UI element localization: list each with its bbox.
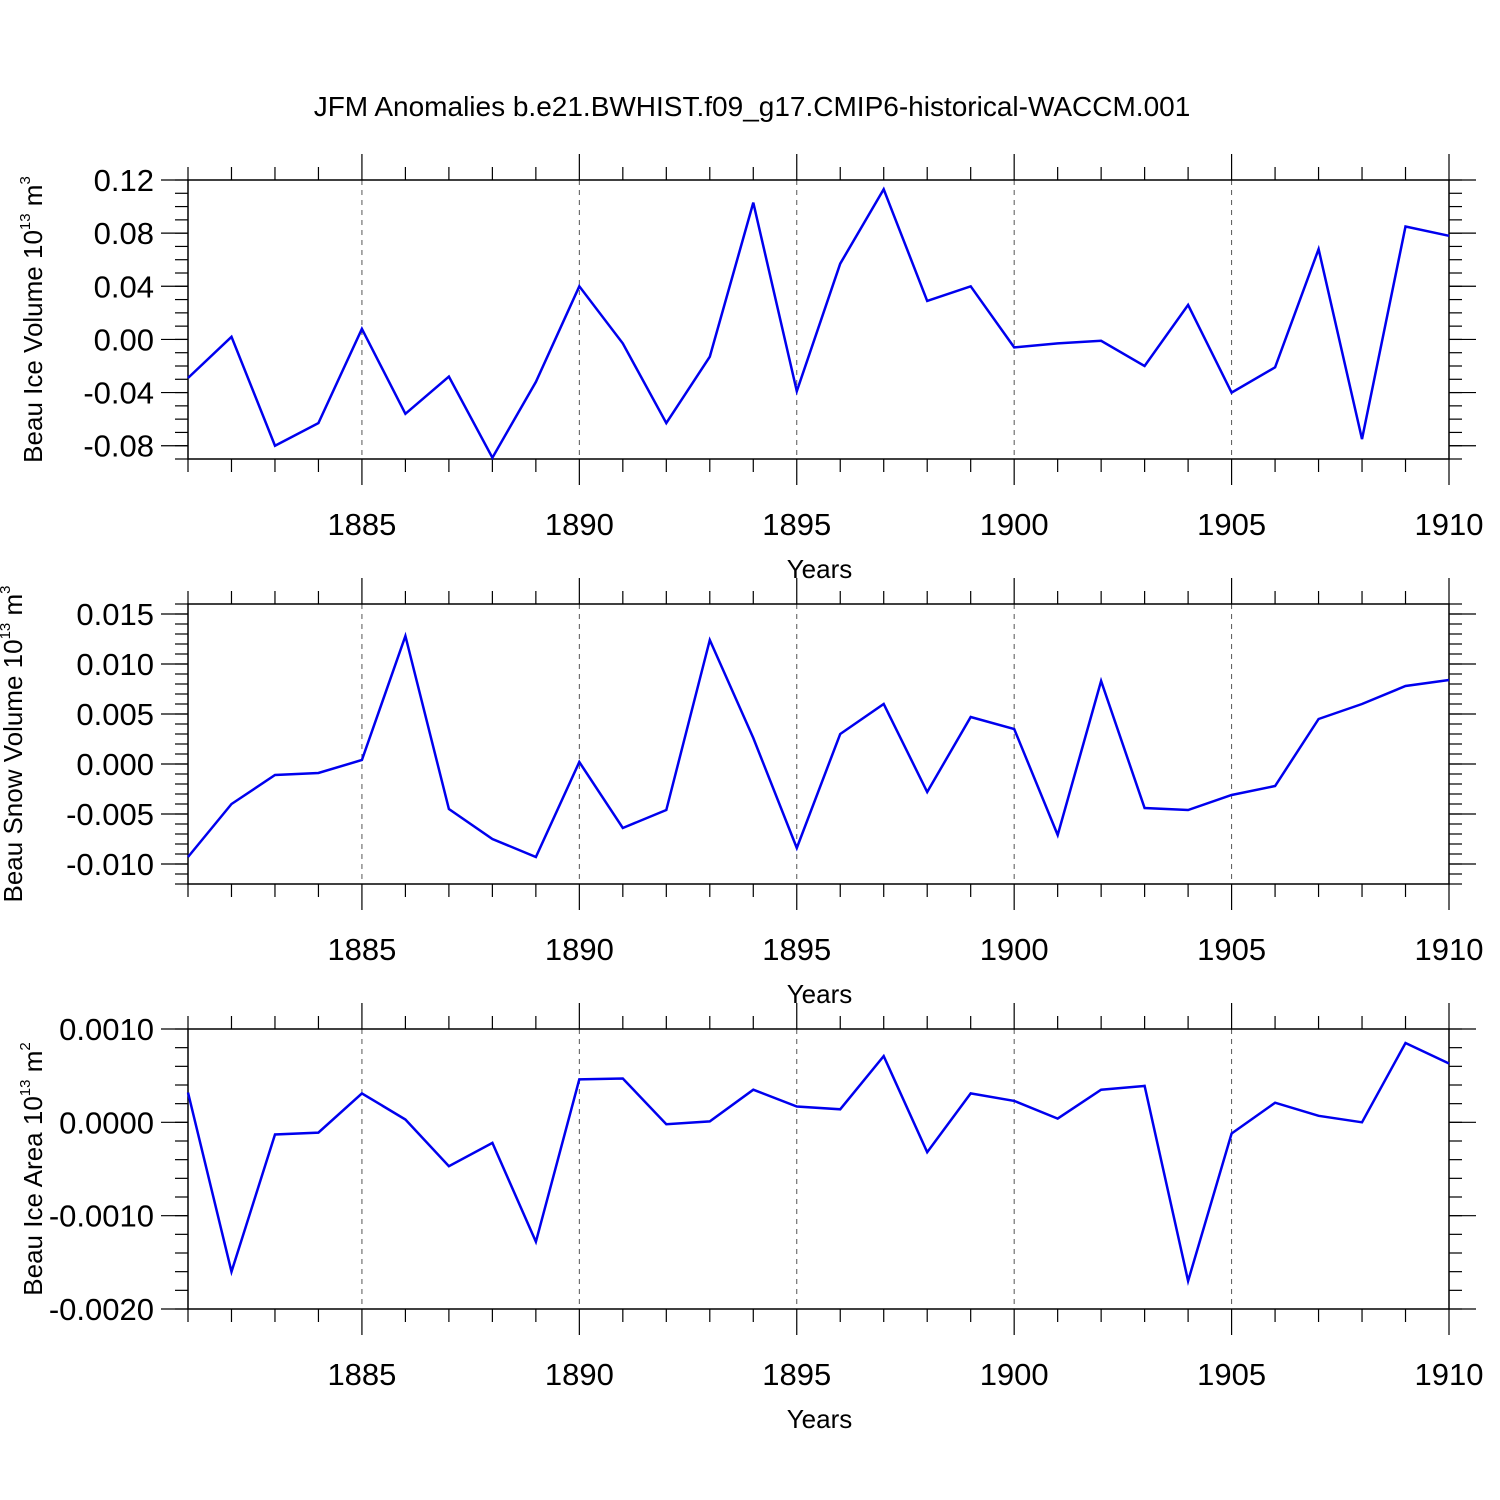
x-tick-label: 1910 [1415, 507, 1484, 542]
y-tick-label: 0.0000 [59, 1105, 154, 1140]
series-line [187, 631, 1450, 859]
panel-3: -0.0020 -0.0010 0.0000 0.0010 1885 1890 1895 19… [17, 1003, 1483, 1434]
x-tick-label: 1905 [1197, 507, 1266, 542]
y-axis-label-superscript: 13 [17, 213, 34, 230]
x-tick-label: 1905 [1197, 1357, 1266, 1392]
series-line [187, 186, 1450, 461]
series-line [186, 1041, 1450, 1286]
y-axis-label-superscript: 2 [17, 1042, 34, 1050]
x-tick-label: 1890 [545, 507, 614, 542]
x-tick-label: 1905 [1197, 932, 1266, 967]
x-tick-label: 1885 [327, 507, 396, 542]
y-axis-label-superscript: 3 [17, 176, 34, 184]
y-tick-label: -0.04 [83, 376, 154, 411]
y-axis-label-part: m [18, 185, 48, 214]
y-axis-label: Beau Ice Area 1013 m2 [17, 1042, 48, 1295]
x-tick-label: 1910 [1415, 1357, 1484, 1392]
y-tick-label: 0.005 [76, 697, 154, 732]
y-tick-label: -0.0010 [49, 1199, 154, 1234]
y-axis-label-part: m [0, 594, 28, 623]
x-tick-label: 1900 [980, 507, 1049, 542]
plot-frame [187, 179, 1450, 460]
y-tick-label: -0.010 [66, 847, 154, 882]
x-tick-label: 1885 [327, 932, 396, 967]
y-tick-label: 0.12 [94, 163, 154, 198]
y-tick-label: 0.00 [94, 322, 154, 357]
x-tick-label: 1895 [762, 1357, 831, 1392]
x-tick-label: 1910 [1415, 932, 1484, 967]
x-tick-label: 1900 [980, 1357, 1049, 1392]
y-axis-label-superscript: 13 [0, 623, 14, 640]
x-tick-label: 1895 [762, 507, 831, 542]
plot-frame [187, 603, 1450, 885]
y-tick-label: 0.0010 [59, 1012, 154, 1047]
y-tick-label: -0.005 [66, 797, 154, 832]
y-axis-label-part: Beau Ice Volume 10 [18, 230, 48, 463]
y-axis-label-part: m [18, 1051, 48, 1080]
plot-frame [187, 1028, 1450, 1310]
y-axis-label-superscript: 13 [17, 1080, 34, 1097]
y-tick-label: 0.04 [94, 269, 154, 304]
x-tick-label: 1885 [327, 1357, 396, 1392]
x-tick-label: 1895 [762, 932, 831, 967]
panel-2: -0.010 -0.005 0.000 0.005 0.010 0.015 1885 1890… [0, 578, 1483, 1009]
y-tick-label: 0.015 [76, 597, 154, 632]
x-tick-label: 1890 [545, 932, 614, 967]
x-axis-label: Years [787, 1404, 853, 1434]
x-axis-label: Years [787, 554, 853, 584]
y-axis-label: Beau Snow Volume 1013 m3 [0, 586, 28, 903]
panel-1: -0.08 -0.04 0.00 0.04 0.08 0.12 1885 1890 1895 19… [17, 154, 1483, 584]
figure-title: JFM Anomalies b.e21.BWHIST.f09_g17.CMIP6… [314, 91, 1191, 122]
y-tick-label: 0.010 [76, 647, 154, 682]
y-tick-label: -0.0020 [49, 1292, 154, 1327]
y-axis-label-part: Beau Snow Volume 10 [0, 639, 28, 902]
x-tick-label: 1890 [545, 1357, 614, 1392]
y-tick-label: -0.08 [83, 429, 154, 464]
y-axis-label: Beau Ice Volume 1013 m3 [17, 176, 48, 463]
y-tick-label: 0.000 [76, 747, 154, 782]
panels: -0.08 -0.04 0.00 0.04 0.08 0.12 1885 1890 1895 19… [0, 154, 1483, 1434]
x-tick-label: 1900 [980, 932, 1049, 967]
y-axis-label-superscript: 3 [0, 586, 14, 594]
x-axis-label: Years [787, 979, 853, 1009]
y-tick-label: 0.08 [94, 216, 154, 251]
y-axis-label-part: Beau Ice Area 10 [18, 1096, 48, 1295]
